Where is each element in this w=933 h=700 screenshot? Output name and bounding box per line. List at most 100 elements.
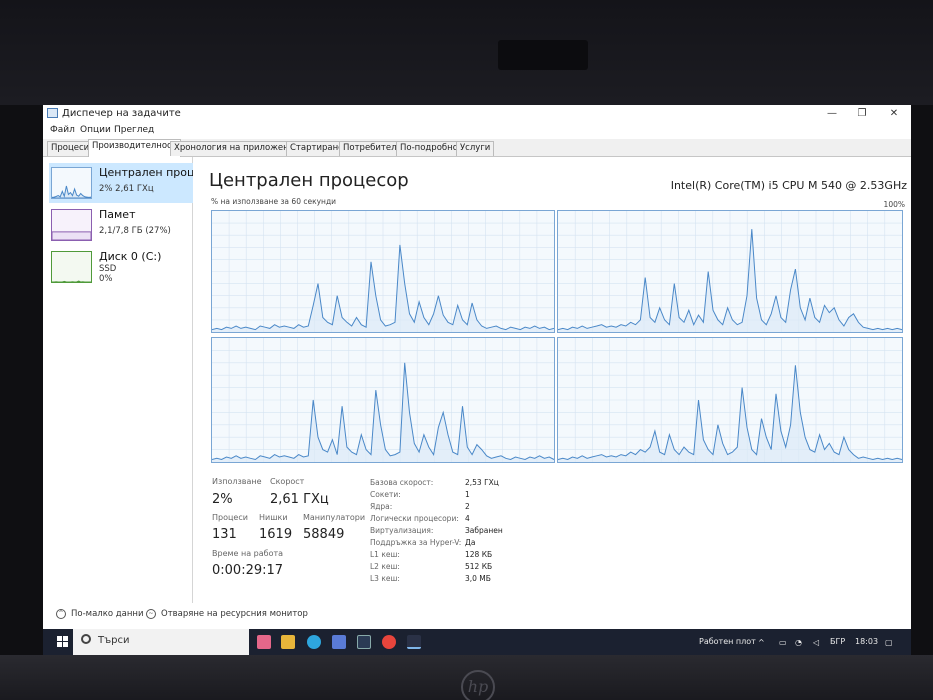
close-button[interactable]: ✕ (889, 108, 899, 119)
spec-l1-value: 128 КБ (465, 550, 493, 559)
spec-hyperv-value: Да (465, 538, 476, 547)
core-graph-1-area (558, 229, 902, 332)
spec-sockets-value: 1 (465, 490, 470, 499)
cpu-thumbnail-line (52, 185, 91, 198)
spec-virtualization-label: Виртуализация: (370, 526, 434, 535)
sidebar-disk-type: SSD (99, 264, 117, 274)
spec-cores-value: 2 (465, 502, 470, 511)
network-icon[interactable]: ◔ (795, 638, 802, 647)
sidebar-cpu-title: Централен проце (99, 166, 193, 179)
memory-thumbnail-graph (51, 209, 92, 241)
spec-hyperv-label: Поддръжка за Hyper-V: (370, 538, 462, 547)
core-graph-0-grid (212, 211, 554, 332)
window-title: Диспечер на задачите (62, 108, 181, 119)
core-graph-0-svg (212, 211, 554, 332)
tab-performance[interactable]: Производителност (88, 139, 181, 157)
cpu-thumbnail-svg (52, 185, 91, 198)
minimize-button[interactable]: — (827, 108, 837, 119)
memory-thumbnail-svg (52, 231, 91, 240)
spec-l1-label: L1 кеш: (370, 550, 400, 559)
menu-view[interactable]: Преглед (114, 125, 155, 135)
chrome-icon[interactable] (382, 635, 396, 649)
menu-options[interactable]: Опции (80, 125, 111, 135)
sidebar-disk-title: Диск 0 (C:) (99, 250, 162, 263)
sidebar-memory-title: Памет (99, 208, 136, 221)
core-graph-2 (211, 337, 555, 463)
battery-icon[interactable]: ▭ (779, 638, 787, 647)
core-graph-1-svg (558, 211, 902, 332)
taskbar: Търси Работен плот ^ ▭ ◔ ◁ БГР 18:03 ▢ (43, 629, 911, 655)
chevron-up-icon: ^ (56, 609, 66, 619)
store-icon[interactable] (257, 635, 271, 649)
handles-value: 58849 (303, 527, 345, 542)
spec-base-speed-label: Базова скорост: (370, 478, 434, 487)
speed-value: 2,61 ГХц (270, 492, 329, 507)
clock[interactable]: 18:03 (855, 637, 879, 646)
task-manager-taskbar-icon[interactable] (407, 635, 421, 649)
spec-virtualization-value: Забранен (465, 526, 503, 535)
disk-thumbnail-svg (52, 280, 91, 282)
memory-thumbnail-line (52, 231, 91, 240)
spec-base-speed-value: 2,53 ГХц (465, 478, 499, 487)
disk-thumbnail-graph (51, 251, 92, 283)
core-graph-3-svg (558, 338, 902, 462)
sidebar-cpu-usage: 2% 2,61 ГХц (99, 184, 154, 194)
file-explorer-icon[interactable] (281, 635, 295, 649)
spec-sockets-label: Сокети: (370, 490, 401, 499)
processes-label: Процеси (212, 513, 248, 522)
spec-l3-value: 3,0 МБ (465, 574, 491, 583)
sidebar-item-memory[interactable]: Памет 2,1/7,8 ГБ (27%) (49, 205, 193, 245)
tab-details[interactable]: По-подробно (396, 141, 462, 156)
webcam (498, 40, 588, 70)
tab-services[interactable]: Услуги (456, 141, 495, 156)
uptime-value: 0:00:29:17 (212, 563, 284, 578)
cpu-thumbnail-graph (51, 167, 92, 199)
threads-label: Нишки (259, 513, 288, 522)
graph-caption: % на използване за 60 секунди (211, 197, 337, 206)
sidebar-item-cpu[interactable]: Централен проце 2% 2,61 ГХц (49, 163, 193, 203)
resource-monitor-link[interactable]: Отваряне на ресурсния монитор (161, 609, 308, 619)
usage-label: Използване (212, 477, 262, 486)
core-graph-2-area (212, 362, 554, 462)
restore-button[interactable]: ❐ (857, 108, 867, 119)
core-graph-1-line (558, 229, 902, 331)
core-graph-0 (211, 210, 555, 333)
speed-label: Скорост (270, 477, 305, 486)
tab-processes[interactable]: Процеси (47, 141, 94, 156)
desktop-label[interactable]: Работен плот (699, 637, 756, 646)
menu-file[interactable]: Файл (50, 125, 75, 135)
language-indicator[interactable]: БГР (830, 637, 846, 646)
sidebar-memory-usage: 2,1/7,8 ГБ (27%) (99, 226, 171, 236)
core-graph-3-grid (558, 338, 902, 462)
core-graph-0-line (212, 244, 554, 331)
cpu-panel: Централен процесор Intel(R) Core(TM) i5 … (195, 157, 911, 603)
tab-app-history[interactable]: Хронология на приложение (170, 141, 304, 156)
search-icon (81, 634, 91, 644)
core-graph-3 (557, 337, 903, 463)
graph-max-label: 100% (883, 200, 905, 209)
tab-strip: Процеси Производителност Хронология на п… (43, 139, 911, 157)
telegram-icon[interactable] (307, 635, 321, 649)
sidebar-item-disk[interactable]: Диск 0 (C:) SSD 0% (49, 247, 193, 287)
threads-value: 1619 (259, 527, 293, 542)
disk-thumbnail-line (52, 280, 91, 282)
page-title: Централен процесор (209, 170, 409, 191)
core-graph-1 (557, 210, 903, 333)
task-manager-icon (47, 108, 58, 118)
title-bar: Диспечер на задачите — ❐ ✕ (43, 105, 911, 123)
laptop-bezel-top (0, 0, 933, 105)
notifications-icon[interactable]: ▢ (885, 638, 893, 647)
sidebar-disk-usage: 0% (99, 274, 113, 284)
discord-icon[interactable] (332, 635, 346, 649)
spec-l3-label: L3 кеш: (370, 574, 400, 583)
tray-chevron-up-icon[interactable]: ^ (758, 638, 765, 647)
search-placeholder: Търси (98, 635, 130, 646)
core-graph-3-line (558, 365, 902, 461)
spec-logical-value: 4 (465, 514, 470, 523)
fewer-details-link[interactable]: По-малко данни (71, 609, 144, 619)
volume-icon[interactable]: ◁ (813, 638, 820, 647)
windows-start-icon[interactable] (57, 636, 69, 648)
taskbar-search[interactable]: Търси (73, 629, 249, 655)
spec-l2-value: 512 КБ (465, 562, 493, 571)
steam-icon[interactable] (357, 635, 371, 649)
